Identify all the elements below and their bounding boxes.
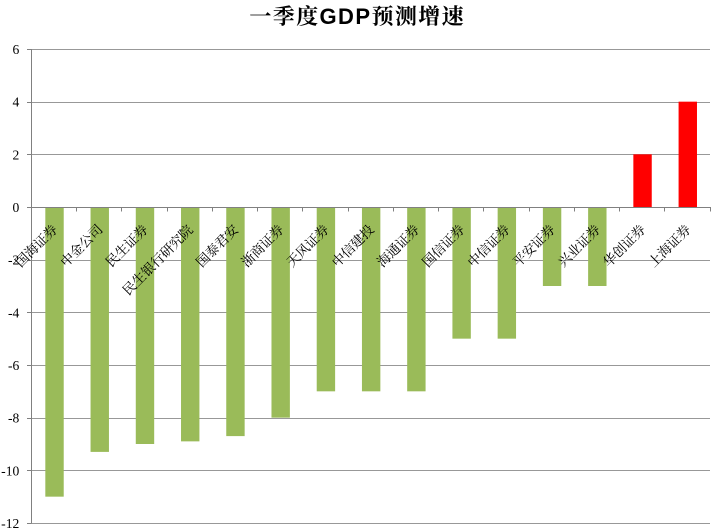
svg-text:-12: -12 (1, 516, 19, 531)
svg-text:0: 0 (13, 200, 20, 215)
svg-text:GDP: GDP (320, 4, 372, 29)
svg-text:-4: -4 (8, 305, 20, 320)
svg-text:6: 6 (13, 42, 20, 57)
svg-text:4: 4 (13, 95, 20, 110)
svg-text:-6: -6 (8, 358, 20, 373)
svg-text:-8: -8 (8, 411, 20, 426)
svg-text:-2: -2 (8, 253, 20, 268)
svg-text:-10: -10 (1, 463, 19, 478)
svg-text:2: 2 (13, 147, 20, 162)
